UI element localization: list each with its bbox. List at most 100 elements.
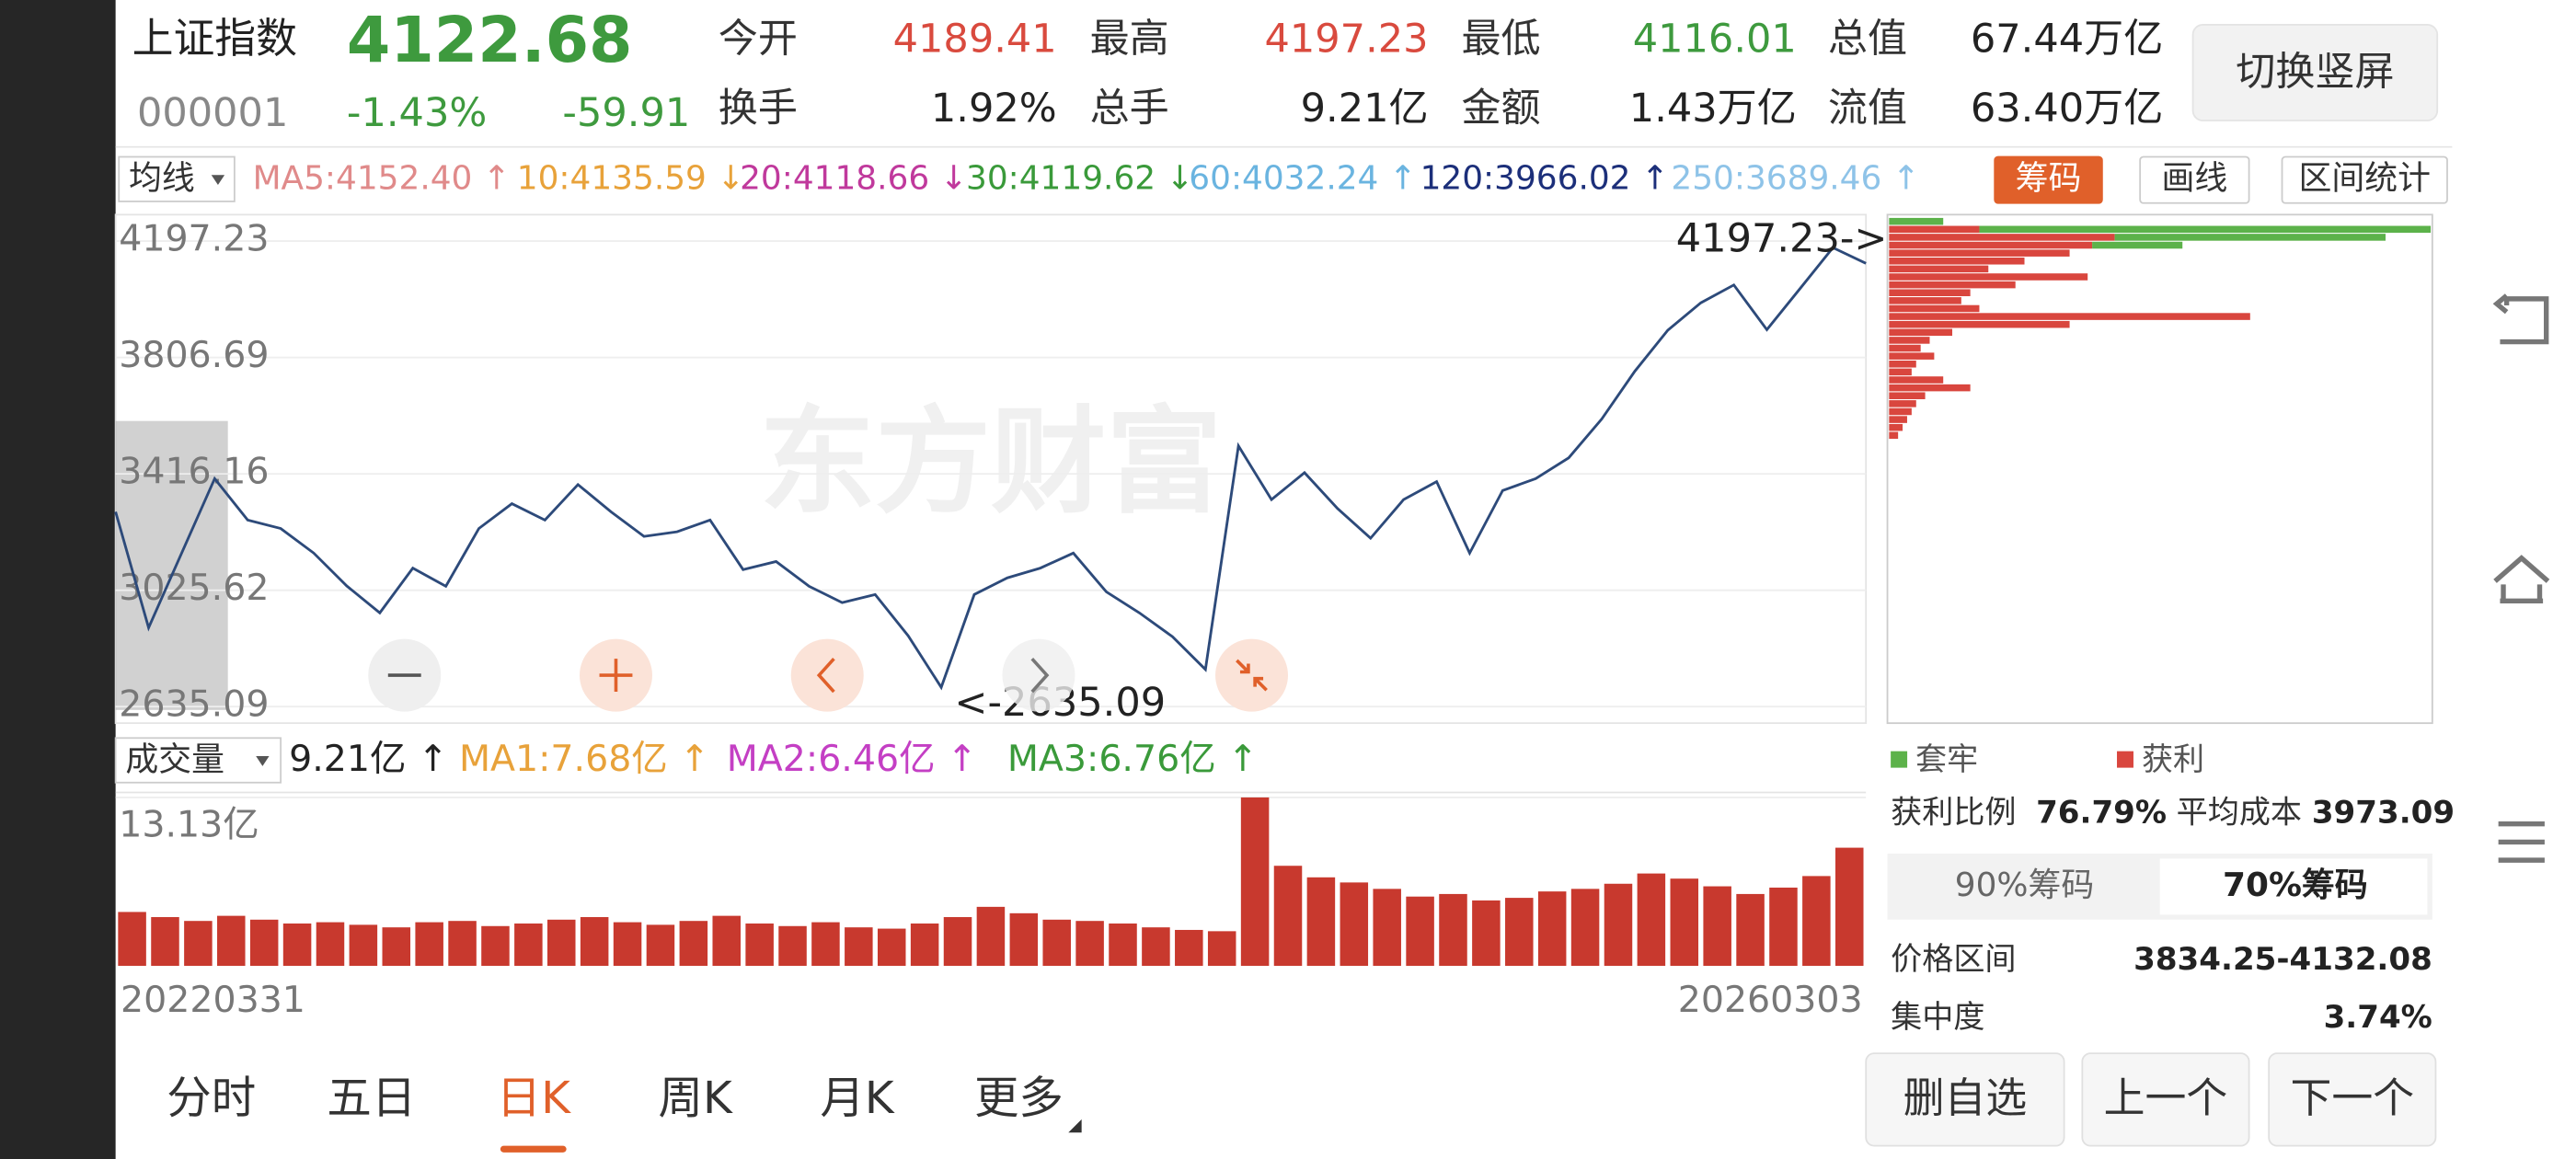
switch-button[interactable]	[2191, 24, 2439, 121]
chip-bar	[1889, 400, 1916, 407]
avg-cost: 3973.09	[2312, 794, 2455, 831]
pan-left-icon	[816, 657, 835, 694]
action-label: 下一个	[2290, 1073, 2414, 1122]
high-annotation: 4197.23->	[1676, 216, 1888, 262]
stat-label: 最低	[1461, 16, 1540, 62]
volume-bar	[646, 924, 675, 966]
volume-bar	[1537, 891, 1567, 966]
back-icon[interactable]	[2492, 293, 2549, 345]
chip-bar	[1889, 304, 1980, 313]
zoom-in-icon	[599, 659, 633, 693]
volume-bar	[1273, 866, 1303, 966]
y-tick-label: 3806.69	[119, 334, 269, 376]
stat-label: 流值	[1828, 86, 1907, 132]
action-label: 上一个	[2104, 1073, 2228, 1122]
left-edge	[0, 0, 116, 1159]
pan-left[interactable]	[790, 638, 864, 712]
tool-label: 画线	[2162, 160, 2228, 198]
action-button[interactable]	[2268, 1052, 2437, 1147]
volume-bar	[745, 923, 774, 966]
index-price: 4122.68	[347, 5, 633, 77]
period-tab[interactable]: 分时	[167, 1073, 256, 1124]
tool-button[interactable]	[1994, 155, 2103, 204]
volume-bar	[1505, 898, 1534, 966]
ma-value: 20:4118.66 ↓	[740, 160, 968, 198]
ma-value: 250:3689.46 ↑	[1671, 160, 1919, 198]
chip-bar	[1889, 320, 2070, 328]
chip-bar	[1889, 361, 1916, 368]
chip-bar	[1979, 225, 2432, 234]
period-tab[interactable]: 更多	[974, 1073, 1064, 1124]
menu-icon[interactable]	[2498, 820, 2545, 863]
home-icon[interactable]	[2493, 555, 2550, 604]
volume-bar	[118, 912, 146, 966]
tool-button[interactable]	[2281, 155, 2448, 204]
stat-value: 9.21亿	[1301, 86, 1429, 132]
avg-cost-label: 平均成本	[2177, 794, 2302, 831]
volume-bar	[1240, 797, 1270, 966]
volume-bar	[448, 921, 477, 966]
volume-bar	[1637, 873, 1666, 966]
volume-selector[interactable]	[114, 737, 282, 784]
period-tab[interactable]: 日K	[497, 1073, 571, 1124]
pan-right[interactable]	[1002, 638, 1075, 712]
period-tab[interactable]: 五日	[327, 1073, 416, 1124]
action-button[interactable]	[2081, 1052, 2250, 1147]
volume-bar	[1670, 878, 1699, 966]
volume-bar	[349, 924, 378, 966]
pan-right-icon	[1030, 657, 1050, 694]
chip-bar	[1889, 416, 1907, 423]
stat-value: 4116.01	[1633, 16, 1797, 62]
volume-bar	[481, 925, 510, 966]
legend-swatch	[1891, 751, 1908, 768]
x-end-label: 20260303	[1678, 979, 1863, 1021]
change: -59.91	[562, 90, 690, 136]
volume-bar	[679, 921, 708, 966]
concentration: 3.74%	[2324, 999, 2432, 1036]
tool-button[interactable]	[2139, 155, 2250, 204]
volume-bar	[316, 922, 345, 966]
chip-bar	[1889, 281, 2016, 289]
volume-bar	[1439, 893, 1467, 966]
volume-bar	[514, 923, 543, 966]
nav-icons	[2492, 293, 2550, 863]
chip-bar	[1889, 258, 2025, 265]
volume-bar	[1042, 919, 1071, 966]
volume-bar	[1802, 876, 1831, 966]
chip-bar	[1889, 313, 2250, 320]
volume-indicator: MA2:6.46亿 ↑	[727, 738, 977, 780]
index-name: 上证指数	[132, 14, 297, 63]
period-tab[interactable]: 周K	[659, 1073, 733, 1124]
action-button[interactable]	[1865, 1052, 2065, 1147]
chip-bar	[1889, 423, 1903, 431]
stat-value: 1.92%	[931, 86, 1057, 132]
chip-bar	[1889, 407, 1912, 416]
volume-bar	[1075, 921, 1104, 966]
volume-bar	[1340, 882, 1369, 966]
collapse-icon	[1236, 659, 1268, 692]
chip-bar	[2114, 234, 2386, 241]
stat-label: 最高	[1090, 16, 1169, 62]
chip-tab[interactable]: 70%筹码	[2223, 866, 2368, 904]
chip-tab[interactable]: 90%筹码	[1955, 866, 2095, 904]
volume-bar	[712, 915, 741, 966]
volume-bar	[1306, 877, 1336, 966]
more-indicator	[1068, 1119, 1082, 1133]
active-chip-tab[interactable]	[2159, 858, 2428, 915]
volume-bar	[382, 927, 411, 966]
volume-bar	[811, 922, 840, 966]
volume-bar	[1142, 927, 1170, 966]
tool-label: 区间统计	[2298, 160, 2431, 198]
volume-indicator: MA3:6.76亿 ↑	[1007, 738, 1258, 780]
volume-bar	[1472, 900, 1501, 966]
action-label: 删自选	[1903, 1073, 2028, 1122]
collapse[interactable]	[1215, 638, 1288, 712]
volume-title: 成交量	[125, 740, 224, 778]
volume-bar	[1109, 923, 1137, 966]
profit-ratio: 76.79%	[2036, 794, 2167, 831]
stat-value: 4189.41	[893, 16, 1057, 62]
stat-label: 换手	[719, 86, 798, 132]
period-tab[interactable]: 月K	[820, 1073, 894, 1124]
chip-bar	[1889, 352, 1935, 360]
